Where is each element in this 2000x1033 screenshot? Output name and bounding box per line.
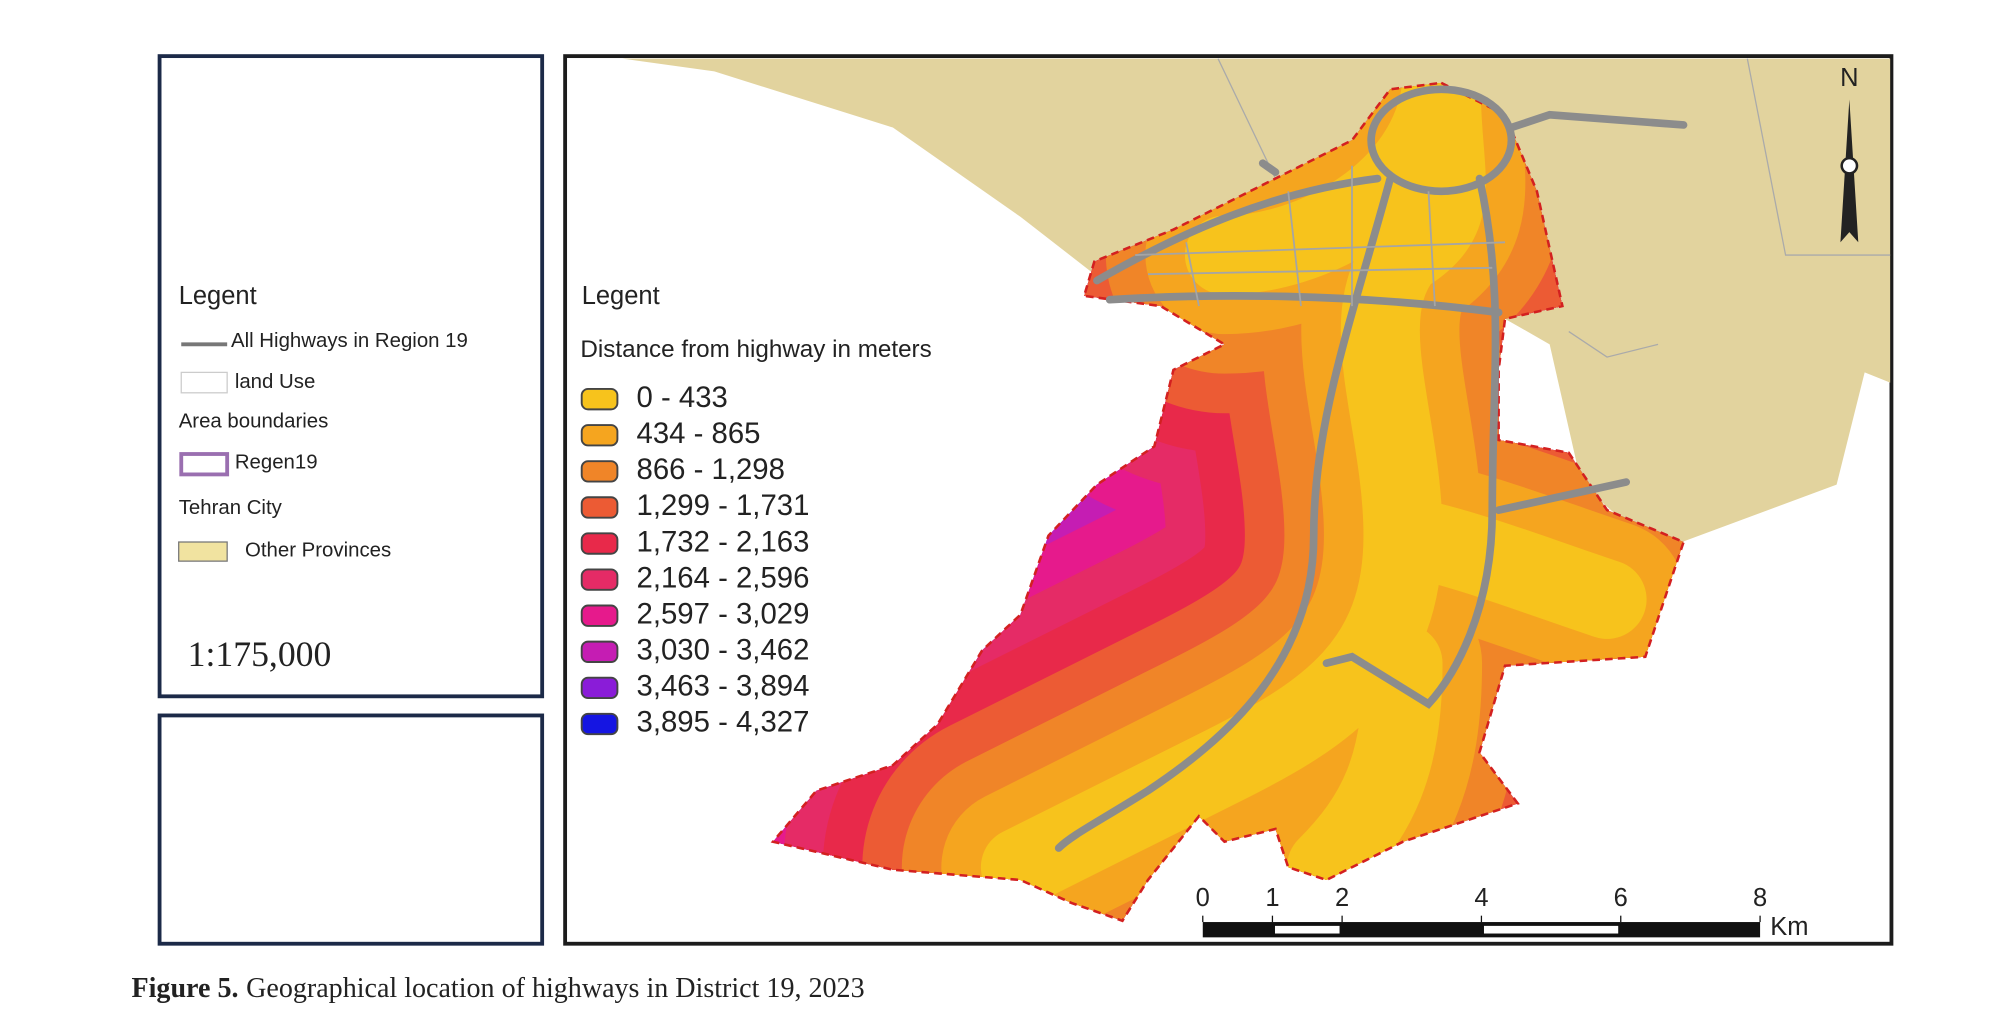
distance-band xyxy=(980,82,1647,907)
legend-swatch xyxy=(580,712,619,736)
caption: Figure 5. Geographical location of highwa… xyxy=(132,973,865,1004)
scale-bar-segment xyxy=(1483,925,1619,934)
scale-tick-label: 4 xyxy=(1474,884,1488,912)
legend-item: All Highways in Region 19 xyxy=(231,330,468,352)
local-roads xyxy=(1135,165,1506,307)
legend-label: 2,597 - 3,029 xyxy=(637,597,810,630)
boundary-lines xyxy=(1217,58,1891,358)
scale-tick-label: 8 xyxy=(1753,884,1767,912)
legend-swatch xyxy=(580,388,619,411)
land-use-symbol xyxy=(180,371,228,394)
side-panel xyxy=(157,54,545,699)
scale-bar: 0 1 2 4 6 8Km xyxy=(1196,884,1809,941)
scale-tick-label: 2 xyxy=(1335,884,1349,912)
legend-swatch xyxy=(580,604,619,627)
map-legend-title: Legent xyxy=(582,282,660,310)
district-boundary xyxy=(770,81,1686,923)
legend-swatch xyxy=(580,532,619,555)
legend-item: Tehran City xyxy=(179,497,283,519)
distance-bands xyxy=(772,82,1684,921)
inset-panel xyxy=(157,713,545,946)
legend-swatch xyxy=(580,424,619,447)
province-symbol xyxy=(178,541,228,562)
caption-text: Geographical location of highways in Dis… xyxy=(246,973,864,1004)
provinces-area xyxy=(622,58,1891,551)
legend-label: 2,164 - 2,596 xyxy=(637,561,810,594)
legend-swatch xyxy=(580,460,619,483)
legend-label: 1,299 - 1,731 xyxy=(637,489,810,522)
map-scale: 1:175,000 xyxy=(188,634,332,674)
scale-tick-label: 0 xyxy=(1196,884,1210,912)
legend-swatch xyxy=(580,568,619,591)
legend-item: Area boundaries xyxy=(179,411,329,433)
legend-item: Other Provinces xyxy=(245,539,391,561)
north-label: N xyxy=(1840,64,1858,92)
scale-tick-label: 6 xyxy=(1614,884,1628,912)
legend-label: 3,895 - 4,327 xyxy=(637,706,810,739)
legend-label: 0 - 433 xyxy=(637,381,728,414)
legend-item: land Use xyxy=(235,371,315,393)
map-legend-subtitle: Distance from highway in meters xyxy=(580,336,931,363)
legend-label: 3,463 - 3,894 xyxy=(637,670,810,703)
side-legend-title: Legent xyxy=(179,282,257,310)
legend-swatch xyxy=(580,676,619,700)
legend-swatch xyxy=(580,640,619,663)
scale-tick-label: 1 xyxy=(1265,884,1279,912)
highways xyxy=(1054,85,1688,852)
legend-label: 866 - 1,298 xyxy=(637,453,785,486)
region-symbol xyxy=(179,452,230,477)
north-arrow-hub xyxy=(1840,156,1859,175)
scale-bar-frame xyxy=(1202,922,1761,938)
legend-label: 3,030 - 3,462 xyxy=(637,634,810,667)
scale-unit: Km xyxy=(1770,913,1808,941)
caption-label: Figure 5. xyxy=(132,973,239,1004)
legend-item: Regen19 xyxy=(235,451,318,473)
legend-label: 434 - 865 xyxy=(637,417,761,450)
scale-bar-segment xyxy=(1274,925,1340,934)
legend-swatch xyxy=(580,496,619,519)
legend-label: 1,732 - 2,163 xyxy=(637,525,810,558)
